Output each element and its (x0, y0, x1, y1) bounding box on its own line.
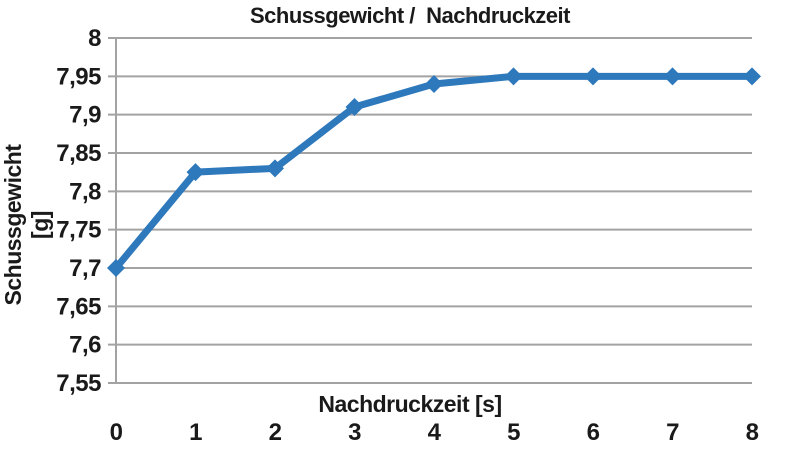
x-tick-label: 4 (428, 419, 442, 446)
series-line (112, 72, 756, 272)
data-point-marker (345, 98, 364, 116)
y-tick-label: 8 (88, 25, 101, 52)
y-axis-title: Schussgewicht [g] (0, 144, 53, 306)
y-tick-label: 7,85 (56, 140, 101, 167)
x-tick-label: 6 (587, 419, 600, 446)
x-tick-label: 7 (666, 419, 679, 446)
data-point-marker (743, 67, 761, 86)
data-point-marker (504, 67, 523, 86)
y-tick-label: 7,7 (69, 255, 101, 282)
y-tick-label: 7,55 (56, 370, 101, 397)
x-tick-label: 1 (189, 419, 202, 446)
x-tick-label: 5 (507, 419, 520, 446)
x-tick-label: 2 (269, 419, 282, 446)
data-point-marker (266, 159, 284, 178)
y-tick-label: 7,75 (56, 217, 101, 244)
x-tick-label: 0 (110, 419, 123, 446)
chart-title: Schussgewicht / Nachdruckzeit (250, 3, 570, 28)
x-tick-label: 3 (348, 419, 361, 446)
y-tick-label: 7,9 (69, 102, 101, 129)
y-tick-label: 7,65 (56, 293, 101, 320)
data-point-marker (584, 67, 602, 86)
y-tick-label: 7,95 (56, 63, 101, 90)
data-point-marker (186, 163, 205, 182)
data-point-marker (663, 67, 682, 86)
y-tick-label: 7,6 (69, 332, 101, 359)
x-axis-title: Nachdruckzeit [s] (318, 391, 502, 417)
data-point-marker (425, 75, 443, 93)
data-point-marker (107, 259, 125, 277)
x-tick-label: 8 (746, 419, 759, 446)
y-tick-label: 7,8 (69, 178, 101, 205)
